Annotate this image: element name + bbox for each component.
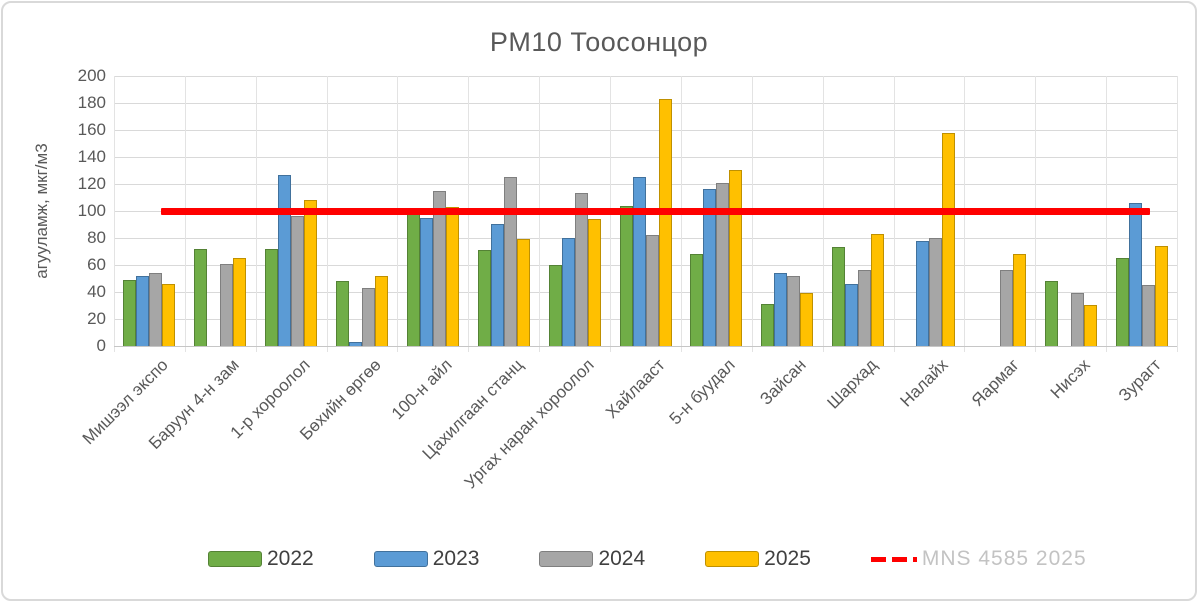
bar-2022-Зурагт	[1115, 258, 1129, 346]
bar-2025-Мишээл экспо	[162, 284, 176, 346]
bar-2023-Зурагт	[1128, 203, 1142, 346]
bar-2023-Мишээл экспо	[136, 276, 150, 346]
chart-legend: 2022 2023 2024 2025 MNS 4585 2025	[208, 547, 1087, 571]
bar-2023-Ургах наран хороолол	[561, 238, 575, 346]
gridline-y-160	[114, 130, 1177, 131]
bar-2024-Зурагт	[1141, 285, 1155, 346]
reference-line	[161, 208, 1150, 215]
bar-2022-Нисэх	[1044, 281, 1058, 346]
bar-2023-5-н буудал	[703, 189, 717, 346]
bar-2024-Налайх	[928, 238, 942, 346]
legend-label-2023: 2023	[432, 547, 480, 570]
legend-item-2024: 2024	[539, 547, 645, 571]
bar-2024-Цахилгаан станц	[503, 177, 517, 346]
x-axis-line	[114, 346, 1177, 347]
bar-2024-Шархад	[858, 270, 872, 346]
bar-2022-Шархад	[832, 247, 846, 346]
legend-label-2025: 2025	[764, 547, 811, 570]
plot-area	[114, 76, 1178, 352]
bar-2023-Цахилгаан станц	[490, 224, 504, 346]
bar-2025-5-н буудал	[729, 170, 743, 346]
y-axis-tick-20: 20	[87, 309, 106, 328]
legend-label-2022: 2022	[267, 547, 314, 570]
bar-2023-100-н айл	[419, 218, 433, 346]
bar-2024-Яармаг	[999, 270, 1013, 346]
bar-2024-5-н буудал	[716, 183, 730, 346]
bar-2022-Хайлааст	[619, 206, 633, 346]
bar-2022-100-н айл	[406, 208, 420, 346]
y-axis-tick-200: 200	[77, 66, 106, 85]
legend-item-reference-line: MNS 4585 2025	[870, 547, 1087, 571]
legend-label-2024: 2024	[598, 547, 646, 570]
gridline-y-180	[114, 103, 1177, 104]
gridline-y-120	[114, 184, 1177, 185]
bar-2024-1-р хороолол	[291, 216, 305, 346]
bar-2025-Баруун 4-н зам	[233, 258, 247, 346]
bar-2024-Баруун 4-н зам	[220, 264, 234, 346]
y-axis-tick-140: 140	[77, 147, 106, 166]
y-axis-tick-0: 0	[96, 336, 106, 355]
legend-swatch-2023	[373, 551, 428, 567]
legend-swatch-2022	[208, 551, 262, 567]
y-axis-tick-120: 120	[77, 174, 106, 193]
y-axis-tick-100: 100	[77, 201, 106, 220]
bar-2022-Баруун 4-н зам	[194, 249, 208, 346]
legend-dashed-line-marker	[870, 556, 917, 562]
bar-2025-Налайх	[941, 133, 955, 346]
bar-2024-Хайлааст	[645, 235, 659, 346]
legend-swatch-2024	[539, 551, 594, 567]
bar-2023-1-р хороолол	[278, 175, 292, 346]
bar-2025-Шархад	[871, 234, 885, 346]
bar-2022-Ургах наран хороолол	[548, 265, 562, 346]
bar-2025-1-р хороолол	[304, 200, 318, 346]
bar-2023-Бөхийн өргөө	[349, 342, 363, 346]
legend-item-2023: 2023	[373, 547, 480, 571]
bar-2022-5-н буудал	[690, 254, 704, 346]
bar-2025-Нисэх	[1083, 305, 1097, 346]
bar-2024-100-н айл	[432, 191, 446, 346]
y-axis-tick-40: 40	[87, 282, 106, 301]
legend-label-reference-line: MNS 4585 2025	[921, 547, 1087, 570]
bar-2023-Шархад	[845, 284, 859, 346]
bar-2024-Нисэх	[1070, 293, 1084, 346]
bar-2025-Хайлааст	[658, 99, 672, 346]
y-axis-tick-180: 180	[77, 93, 106, 112]
chart-title: PM10 Тоосонцор	[489, 27, 709, 57]
bar-2023-Зайсан	[774, 273, 788, 346]
legend-swatch-2025	[705, 551, 760, 567]
bar-2023-Налайх	[915, 241, 929, 346]
gridline-x	[114, 76, 115, 352]
bar-2025-Яармаг	[1012, 254, 1026, 346]
legend-item-2025: 2025	[705, 547, 811, 571]
y-axis-tick-80: 80	[87, 228, 106, 247]
bar-2022-Бөхийн өргөө	[336, 281, 350, 346]
bar-2022-Зайсан	[761, 304, 775, 346]
bar-2022-Цахилгаан станц	[477, 250, 491, 346]
bar-2025-Ургах наран хороолол	[587, 219, 601, 346]
gridline-y-200	[114, 76, 1177, 77]
bar-2024-Зайсан	[787, 276, 801, 346]
bar-2023-Хайлааст	[632, 177, 646, 346]
bar-2022-1-р хороолол	[265, 249, 279, 346]
bar-2025-Зурагт	[1154, 246, 1168, 346]
legend-item-2022: 2022	[208, 547, 314, 571]
bar-2022-Мишээл экспо	[123, 280, 137, 346]
y-axis-tick-160: 160	[77, 120, 106, 139]
bar-2025-Бөхийн өргөө	[375, 276, 389, 346]
bar-2024-Бөхийн өргөө	[362, 288, 376, 346]
bar-2025-Цахилгаан станц	[516, 239, 530, 346]
bar-2025-Зайсан	[800, 293, 814, 346]
y-axis-tick-60: 60	[87, 255, 106, 274]
gridline-y-140	[114, 157, 1177, 158]
bar-2024-Ургах наран хороолол	[574, 193, 588, 346]
bar-2024-Мишээл экспо	[149, 273, 163, 346]
gridline-x	[1177, 76, 1178, 352]
bar-2025-100-н айл	[445, 207, 459, 346]
